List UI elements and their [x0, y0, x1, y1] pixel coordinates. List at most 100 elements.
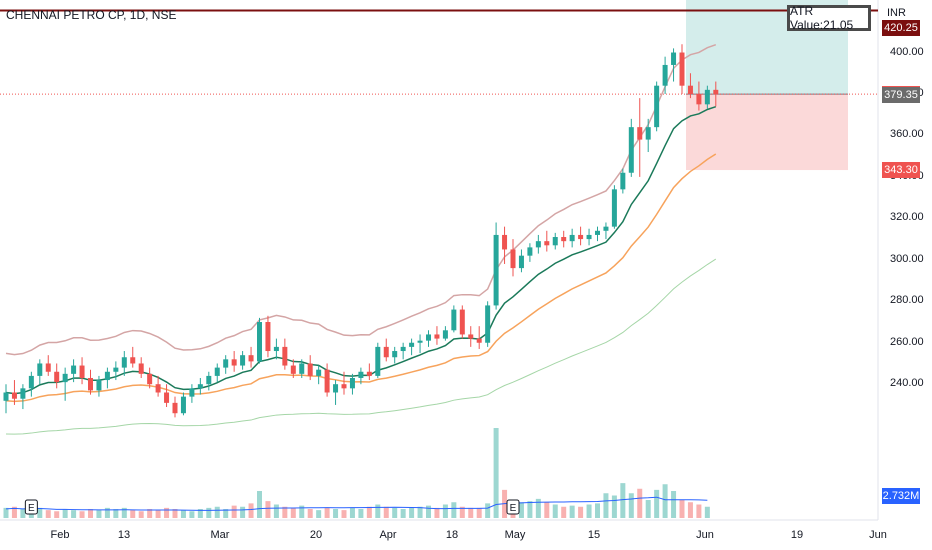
candle-body	[409, 342, 415, 347]
volume-bar	[324, 507, 330, 518]
volume-bar	[645, 500, 651, 518]
candle-body	[485, 305, 491, 343]
candle-body	[628, 127, 634, 173]
candle-body	[603, 226, 609, 231]
earnings-marker	[24, 499, 38, 515]
chart-title: CHENNAI PETRO CP, 1D, NSE	[6, 8, 177, 22]
volume-bar	[654, 489, 660, 518]
candle-body	[71, 365, 77, 374]
candle-body	[3, 392, 9, 401]
candle-body	[578, 234, 584, 240]
x-tick-label: Apr	[379, 529, 397, 541]
volume-bar	[366, 506, 372, 518]
x-tick-label: 18	[445, 529, 459, 541]
candle-body	[172, 402, 178, 414]
x-tick-label: Jun	[696, 529, 714, 541]
candle-body	[324, 369, 330, 393]
y-tick-label: 280.00	[890, 294, 924, 307]
x-tick-label: Jun	[869, 529, 887, 541]
candle-body	[696, 93, 702, 105]
candle-body	[704, 89, 710, 105]
volume-bar	[147, 509, 153, 518]
volume-bar	[11, 506, 17, 518]
candle-body	[341, 384, 347, 389]
volume-bar	[299, 505, 305, 518]
candle-body	[104, 371, 110, 381]
volume-bar	[307, 509, 313, 518]
volume-bar	[620, 483, 626, 518]
candle-body	[155, 384, 161, 393]
earnings-marker-label: E	[510, 503, 517, 514]
candle-body	[164, 392, 170, 403]
candle-body	[552, 237, 558, 246]
position-stop-zone	[686, 94, 848, 171]
volume-bar	[88, 509, 93, 518]
candle-body	[400, 346, 406, 352]
candle-body	[197, 384, 203, 389]
candle-body	[130, 357, 136, 364]
volume-bar	[290, 507, 296, 518]
earnings-marker	[506, 499, 520, 515]
volume-bar	[637, 488, 643, 518]
atr-value-text: ATR Value:21.05	[790, 4, 854, 32]
tag-ma: 379.35	[882, 87, 920, 104]
candle-body	[257, 322, 262, 362]
candle-body	[37, 363, 43, 376]
slow-ma-line	[5, 258, 717, 435]
volume-bar	[417, 506, 423, 518]
keltner-upper-line	[5, 43, 717, 356]
candle-body	[265, 322, 271, 352]
volume-bar	[586, 504, 592, 518]
candle-body	[611, 189, 617, 227]
volume-bar	[138, 511, 144, 518]
x-tick-label: May	[504, 529, 526, 541]
candle-body	[637, 127, 643, 140]
volume-bar	[518, 502, 524, 518]
volume-bar	[611, 495, 617, 518]
candle-body	[121, 357, 127, 368]
volume-bar	[535, 498, 541, 518]
x-tick-label: 20	[309, 529, 323, 541]
volume-bar	[96, 510, 102, 518]
y-tick-label: 240.00	[890, 377, 924, 390]
volume-bar	[164, 507, 170, 518]
candle-body	[544, 241, 550, 246]
candle-body	[206, 375, 212, 385]
tag-resistance: 420.25	[882, 20, 920, 36]
volume-bar	[409, 507, 415, 518]
volume-bar	[696, 504, 702, 518]
candle-body	[307, 363, 313, 376]
volume-bar	[569, 505, 575, 518]
volume-bar	[704, 506, 710, 518]
volume-bar	[231, 505, 237, 518]
candle-body	[518, 255, 524, 269]
candle-body	[502, 234, 508, 250]
volume-bar	[468, 507, 474, 518]
volume-bar	[434, 507, 440, 518]
volume-bar	[206, 507, 212, 518]
volume-bar	[248, 503, 254, 518]
volume-bar	[3, 507, 9, 518]
x-tick-label: Feb	[50, 529, 70, 541]
tag-stop: 343.30	[882, 162, 920, 179]
volume-bar	[257, 491, 262, 518]
volume-bar	[240, 506, 246, 518]
candle-body	[180, 396, 186, 414]
volume-bar	[349, 507, 355, 518]
candle-body	[20, 388, 26, 399]
volume-bar	[544, 502, 550, 518]
candle-body	[316, 369, 322, 376]
candle-body	[468, 334, 474, 339]
volume-bar	[476, 507, 482, 518]
volume-bar	[273, 504, 279, 518]
volume-bar	[79, 511, 85, 518]
volume-bar	[603, 493, 609, 518]
x-tick-label: 13	[117, 529, 131, 541]
candle-body	[96, 380, 102, 391]
volume-bar	[316, 510, 322, 518]
volume-bar	[400, 509, 406, 518]
candle-body	[595, 230, 600, 235]
candle-body	[662, 64, 668, 86]
volume-bar	[485, 503, 491, 518]
